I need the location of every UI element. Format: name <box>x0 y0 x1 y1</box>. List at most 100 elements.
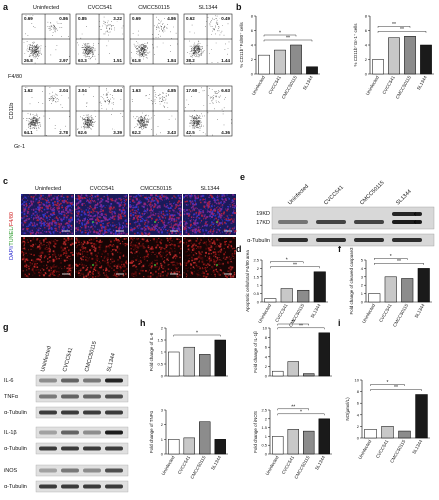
quadrant-value: 26.8 <box>24 58 33 63</box>
y-tick-label: 2.5 <box>253 258 259 263</box>
stain-signal <box>21 194 74 235</box>
y-tick-label: 0 <box>265 374 268 379</box>
bar <box>287 361 299 377</box>
panel-label: i <box>338 318 341 328</box>
panel-label: b <box>236 2 242 12</box>
quadrant-label-bg <box>111 15 123 21</box>
quadrant-label-bg <box>111 129 123 135</box>
band <box>105 394 123 399</box>
band <box>392 238 422 242</box>
stain-signal <box>22 194 74 235</box>
quadrant-label-bg <box>131 87 143 93</box>
band <box>354 220 384 224</box>
stain-signal <box>75 194 128 236</box>
bar <box>318 332 330 377</box>
y-tick-label: 0 <box>361 300 364 305</box>
y-axis-label: % CD11b⁺Gr-1⁺ cells <box>353 23 358 67</box>
y-tick-label: 2 <box>265 416 268 421</box>
band <box>105 446 123 451</box>
band <box>83 410 101 415</box>
panel-label: e <box>240 172 245 182</box>
band <box>105 410 123 415</box>
band <box>392 212 422 216</box>
quadrant-value: 4.36 <box>221 130 230 135</box>
significance-mark: ** <box>291 320 295 326</box>
y-tick-label: 1.5 <box>157 338 163 343</box>
quadrant-value: 0.62 <box>186 16 195 21</box>
blot-membrane <box>35 406 129 419</box>
y-tick-label: 1.5 <box>253 274 259 279</box>
quadrant-value: 3.43 <box>167 130 176 135</box>
y-tick-label: 0.5 <box>157 362 163 367</box>
band <box>61 446 79 451</box>
band-label: 19KD <box>256 211 270 217</box>
significance-bracket <box>263 39 313 42</box>
band <box>105 378 123 383</box>
band <box>61 468 79 473</box>
axis-label: F4/80 <box>8 74 22 80</box>
stain-signal <box>75 237 127 279</box>
band <box>39 394 57 399</box>
quadrant-value: 0.49 <box>221 16 230 21</box>
axis-label: Gr-1 <box>14 144 25 150</box>
bar <box>214 439 226 455</box>
bar <box>417 268 430 303</box>
band <box>39 446 57 451</box>
significance-bracket <box>277 413 325 416</box>
y-tick-label: 1.5 <box>261 425 267 430</box>
bar <box>368 293 381 303</box>
bar <box>183 437 195 455</box>
y-tick-label: 0 <box>161 374 164 379</box>
column-label: CMCC50115 <box>140 186 171 192</box>
cell-dots <box>77 15 124 64</box>
y-tick-label: 0 <box>365 72 368 77</box>
quadrant-value: 1.44 <box>221 58 230 63</box>
panel-label: d <box>236 244 242 254</box>
y-tick-label: 8 <box>265 335 268 340</box>
y-tick-label: 2 <box>161 422 164 427</box>
quadrant-value: 0.86 <box>59 16 68 21</box>
quadrant-label-bg <box>219 129 231 135</box>
significance-bracket <box>374 263 424 265</box>
quadrant-value: 1.62 <box>24 88 33 93</box>
stain-signal <box>129 194 183 235</box>
y-tick-label: 1 <box>257 283 260 288</box>
significance-bracket <box>377 26 411 28</box>
bar <box>306 66 318 75</box>
y-tick-label: 2 <box>361 283 364 288</box>
y-tick-label: 0 <box>161 452 164 457</box>
band <box>83 468 101 473</box>
y-tick-label: 1 <box>161 437 164 442</box>
column-label: SL1344 <box>199 5 218 11</box>
stain-label: DAPI/TUNEL/F4/80 <box>9 212 15 260</box>
band <box>83 394 101 399</box>
y-tick-label: 0 <box>357 436 360 441</box>
cell-dots <box>77 87 123 135</box>
significance-mark: ** <box>299 323 303 329</box>
band <box>83 430 101 435</box>
quadrant-value: 0.69 <box>132 16 141 21</box>
y-tick-label: 4 <box>251 43 254 48</box>
bar <box>415 394 428 439</box>
band <box>392 220 422 224</box>
y-tick-label: 1 <box>265 434 268 439</box>
y-tick-label: 10 <box>355 378 360 383</box>
stain-signal <box>129 238 182 278</box>
tunel-spot <box>92 221 94 223</box>
stain-part: F4/80 <box>9 212 15 226</box>
quadrant-label-bg <box>77 15 89 21</box>
band <box>61 484 79 489</box>
y-tick-label: 4 <box>265 354 268 359</box>
tunel-spot <box>154 264 156 266</box>
y-tick-label: 8 <box>357 389 360 394</box>
y-tick-label: 2 <box>251 57 254 62</box>
bar <box>388 37 400 75</box>
band-label: α-Tubulin <box>4 446 27 452</box>
quadrant-value: 42.5 <box>186 130 195 135</box>
column-label: Uninfected <box>35 186 61 192</box>
y-tick-label: 2 <box>257 266 260 271</box>
significance-bracket <box>370 384 405 386</box>
quadrant-label-bg <box>57 57 69 63</box>
y-axis-label: Fold change of iNOS <box>253 411 258 453</box>
y-tick-label: 0 <box>265 452 268 457</box>
